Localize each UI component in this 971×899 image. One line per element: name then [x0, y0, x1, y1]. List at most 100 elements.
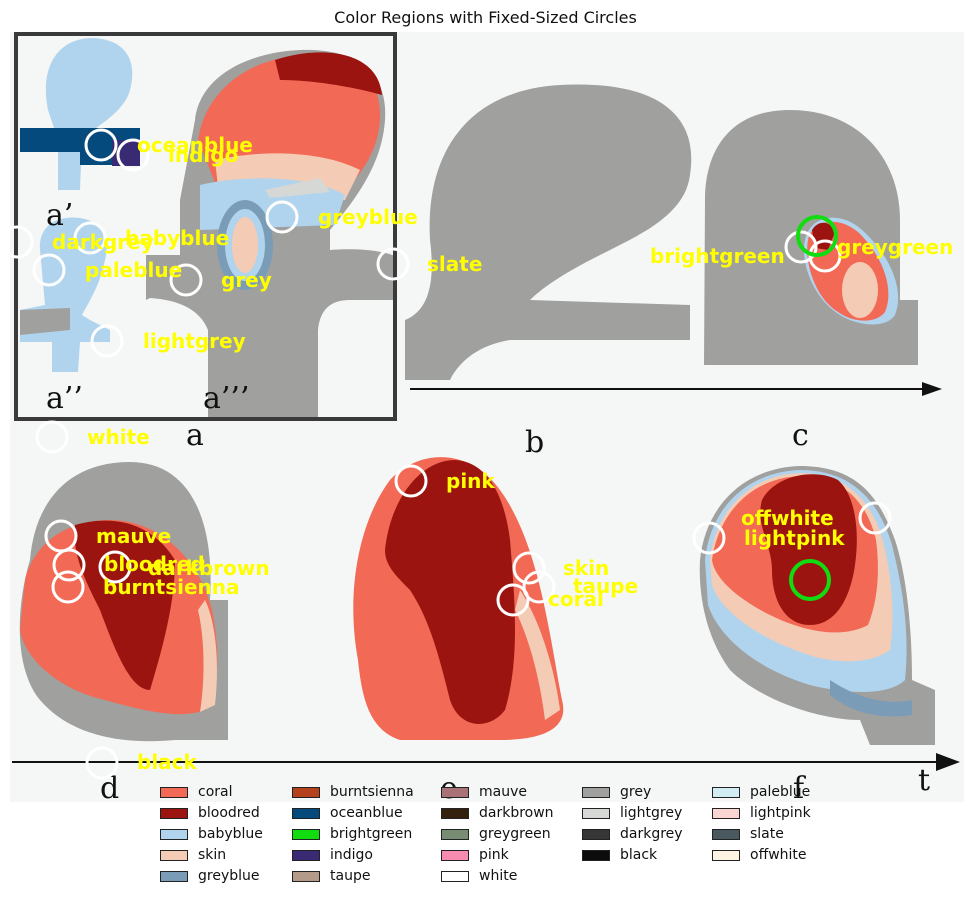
legend-item-darkbrown: darkbrown	[441, 804, 582, 822]
legend-swatch	[441, 807, 469, 819]
legend-swatch	[160, 870, 188, 882]
legend-swatch	[441, 870, 469, 882]
legend-item-pink: pink	[441, 846, 582, 864]
legend-item-oceanblue: oceanblue	[292, 804, 441, 822]
legend-swatch	[292, 849, 320, 861]
label-lightgrey: lightgrey	[143, 329, 246, 353]
legend-label: bloodred	[198, 805, 260, 821]
circle-oceanblue	[84, 128, 118, 162]
circle-lightpink	[692, 521, 726, 555]
letter-a: a	[186, 418, 204, 453]
label-burntsienna: burntsienna	[103, 575, 240, 599]
letter-a-prime: a’	[46, 198, 73, 233]
legend-swatch	[712, 807, 740, 819]
label-pink: pink	[446, 469, 495, 493]
legend-item-darkgrey: darkgrey	[582, 825, 712, 843]
legend-swatch	[292, 786, 320, 798]
circle-taupe	[522, 570, 556, 604]
label-oceanblue: oceanblue	[137, 133, 253, 157]
circle-darkgrey	[0, 225, 34, 259]
legend-swatch	[582, 828, 610, 840]
white-circles	[0, 128, 892, 780]
legend-label: babyblue	[198, 826, 263, 842]
letter-f: f	[793, 771, 806, 806]
legend-item-lightgrey: lightgrey	[582, 804, 712, 822]
letter-t: t	[918, 763, 930, 798]
circle-darkbrown	[98, 550, 132, 584]
legend-swatch	[582, 786, 610, 798]
panel-e-bloodred	[385, 460, 515, 724]
legend-item-greygreen: greygreen	[441, 825, 582, 843]
circle-greygreen	[808, 239, 842, 273]
circle-black	[85, 746, 119, 780]
circle-paleblue	[32, 253, 66, 287]
legend-label: coral	[198, 784, 233, 800]
circle-bloodred	[52, 548, 86, 582]
letter-a-triple: a’’’	[203, 381, 250, 416]
legend-item-paleblue: paleblue	[712, 783, 842, 801]
legend-item-burntsienna: burntsienna	[292, 783, 441, 801]
label-darkgrey: darkgrey	[52, 230, 154, 254]
a-prime-oceanblue-arm	[20, 128, 80, 152]
panel-c-skin	[842, 262, 878, 318]
legend-item-bloodred: bloodred	[160, 804, 292, 822]
legend-label: oceanblue	[330, 805, 403, 821]
panel-e-skin	[515, 590, 560, 720]
circle-greyblue	[265, 200, 299, 234]
circle-slate	[376, 247, 410, 281]
legend-label: brightgreen	[330, 826, 413, 842]
legend-label: pink	[479, 847, 509, 863]
letter-c: c	[792, 418, 809, 453]
legend-swatch	[441, 849, 469, 861]
legend-label: offwhite	[750, 847, 807, 863]
green-circle-f	[789, 559, 831, 601]
circle-indigo	[116, 138, 150, 172]
panel-d	[19, 462, 229, 742]
legend-swatch	[160, 849, 188, 861]
label-greyblue: greyblue	[318, 205, 418, 229]
green-circles	[789, 215, 838, 601]
legend-swatch	[441, 828, 469, 840]
legend-item-grey: grey	[582, 783, 712, 801]
letter-d: d	[100, 771, 119, 806]
a-triple-bloodred	[275, 52, 382, 95]
label-bloodred: bloodred	[104, 552, 205, 576]
legend-swatch	[292, 828, 320, 840]
legend-label: lightpink	[750, 805, 811, 821]
label-lightpink: lightpink	[744, 526, 845, 550]
label-slate: slate	[427, 252, 482, 276]
panel-f-greyblue	[830, 680, 912, 717]
legend-swatch	[441, 786, 469, 798]
label-offwhite: offwhite	[741, 506, 834, 530]
circle-grey	[169, 263, 203, 297]
panel-a	[14, 32, 397, 421]
legend-swatch	[712, 849, 740, 861]
legend-item-offwhite: offwhite	[712, 846, 842, 864]
time-arrow-head	[936, 753, 960, 771]
legend-swatch	[582, 849, 610, 861]
legend-label: black	[620, 847, 658, 863]
circle-burntsienna	[51, 570, 85, 604]
circle-babyblue	[73, 221, 107, 255]
letter-a-double: a’’	[46, 381, 83, 416]
figure-title: Color Regions with Fixed-Sized Circles	[334, 8, 637, 27]
circle-pink	[394, 464, 428, 498]
panel-e	[353, 457, 564, 740]
label-black: black	[137, 750, 198, 774]
legend-label: darkbrown	[479, 805, 554, 821]
legend-item-greyblue: greyblue	[160, 867, 292, 885]
panel-d-skin	[198, 600, 217, 712]
legend-swatch	[160, 807, 188, 819]
legend-swatch	[712, 786, 740, 798]
panel-f	[699, 466, 935, 745]
legend-label: white	[479, 868, 518, 884]
legend-swatch	[292, 870, 320, 882]
circle-skin	[512, 551, 546, 585]
a-triple-lightgrey-patch	[265, 178, 330, 198]
legend-label: indigo	[330, 847, 373, 863]
legend-swatch	[712, 828, 740, 840]
label-grey: grey	[221, 268, 272, 292]
label-paleblue: paleblue	[85, 258, 182, 282]
legend-swatch	[160, 786, 188, 798]
